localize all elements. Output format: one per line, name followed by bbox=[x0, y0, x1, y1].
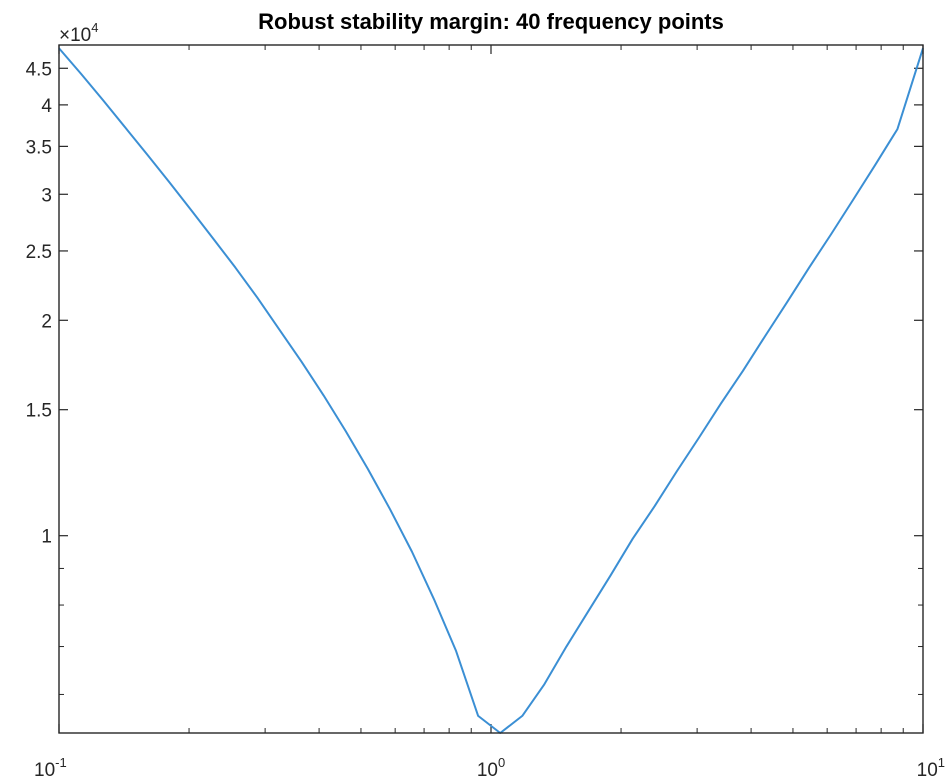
x-tick-label: 101 bbox=[917, 755, 945, 781]
y-axis-multiplier: ×104 bbox=[59, 20, 98, 46]
series-line bbox=[58, 47, 924, 734]
y-tick-label: 1.5 bbox=[26, 401, 52, 422]
series-layer bbox=[58, 47, 924, 734]
y-tick-label: 4 bbox=[41, 96, 52, 117]
y-tick-label: 2.5 bbox=[26, 242, 52, 263]
y-tick-label: 3.5 bbox=[26, 137, 52, 158]
tick-labels: 10-1 100 101 1 1.5 2 2.5 3 3.5 4 4.5 bbox=[26, 59, 945, 781]
x-tick-label: 100 bbox=[477, 755, 505, 781]
y-tick-label: 1 bbox=[41, 527, 52, 548]
x-tick-label: 10-1 bbox=[34, 755, 67, 781]
y-tick-label: 4.5 bbox=[26, 59, 52, 80]
chart-title: Robust stability margin: 40 frequency po… bbox=[258, 9, 724, 34]
y-tick-label: 3 bbox=[41, 185, 52, 206]
plot-area-box bbox=[58, 44, 924, 734]
y-tick-label: 2 bbox=[41, 311, 52, 332]
